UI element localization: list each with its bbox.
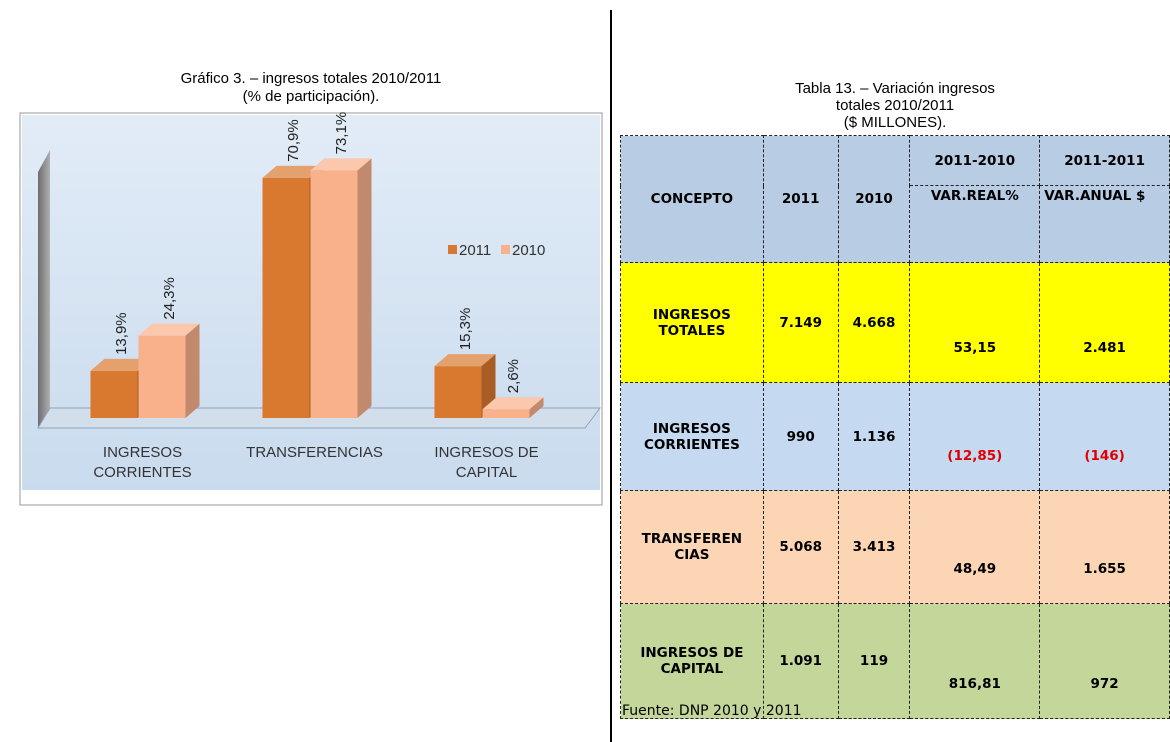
table-source: Fuente: DNP 2010 y 2011 <box>622 703 802 719</box>
header-cell: VAR.ANUAL $ <box>1039 185 1170 263</box>
bar-side-shade <box>529 397 544 418</box>
table-row: INGRESOS CORRIENTES 990 1.136 (12,85) (146) <box>620 382 1170 491</box>
table-cell: TRANSFEREN CIAS <box>620 490 764 604</box>
bar <box>262 177 310 418</box>
value-label: 70,9% <box>285 119 302 162</box>
header-cell: 2011-2011 <box>1039 135 1170 186</box>
bar-top <box>138 323 200 336</box>
table-subtitle: ($ MILLONES). <box>843 114 947 131</box>
table-cell: 1.655 <box>1039 490 1170 604</box>
table-heading: Tabla 13. – Variación ingresos totales 2… <box>700 80 1090 131</box>
chart-title: Gráfico 3. – ingresos totales 2010/2011 <box>180 70 442 87</box>
bar-top-light <box>262 165 324 178</box>
bar-side <box>529 397 544 418</box>
table-cell: (12,85) <box>909 382 1041 491</box>
table-cell: 53,15 <box>909 262 1041 383</box>
bar-top-light <box>482 397 544 410</box>
legend-label: 2011 <box>459 242 491 259</box>
value-label: 2,6% <box>505 359 522 393</box>
x-tick-label: TRANSFERENCIAS <box>246 444 383 461</box>
header-row: CONCEPTO 2011 2010 2011-2010 2011-2011 <box>620 135 1170 263</box>
table-cell: 1.091 <box>762 603 839 719</box>
header-cell: VAR.REAL% <box>909 185 1041 263</box>
table-cell: 119 <box>837 603 911 719</box>
table-row: TRANSFEREN CIAS 5.068 3.413 48,49 1.655 <box>620 490 1170 604</box>
bar-side-shade <box>185 323 200 418</box>
table-cell: 3.413 <box>837 490 911 604</box>
table-cell: INGRESOS DE CAPITAL <box>620 603 764 719</box>
table-title: Tabla 13. – Variación ingresos totales 2… <box>795 80 995 114</box>
table-cell: 1.136 <box>837 382 911 491</box>
bar-side <box>185 323 200 418</box>
x-tick-label: INGRESOS DE CAPITAL <box>434 444 539 481</box>
table-row: INGRESOS TOTALES 7.149 4.668 53,15 2.481 <box>620 262 1170 383</box>
header-cell: 2011-2010 <box>909 135 1041 186</box>
data-table: CONCEPTO 2011 2010 2011-2010 2011-2011 VAR.RE… <box>620 135 1170 719</box>
table-cell: (146) <box>1039 382 1170 491</box>
table-cell: 48,49 <box>909 490 1041 604</box>
table-cell: 990 <box>762 382 839 491</box>
bar-top <box>310 158 372 171</box>
table-cell: 5.068 <box>762 490 839 604</box>
bar-side-shade <box>357 158 372 418</box>
table-row: INGRESOS DE CAPITAL 1.091 119 816,81 972 <box>620 603 1170 719</box>
bar-top <box>482 397 544 410</box>
table-cell: INGRESOS TOTALES <box>620 262 764 383</box>
bar <box>310 170 358 418</box>
table-cell: 816,81 <box>909 603 1041 719</box>
value-label: 15,3% <box>457 308 474 351</box>
chart-wall <box>38 150 50 428</box>
table-cell: 7.149 <box>762 262 839 383</box>
bar-top <box>262 165 324 178</box>
bar <box>434 366 482 418</box>
table-cell: 2.481 <box>1039 262 1170 383</box>
bar-top-light <box>434 354 496 367</box>
legend-label: 2010 <box>512 242 545 259</box>
legend-swatch <box>501 245 510 254</box>
header-cell: CONCEPTO <box>620 135 764 263</box>
bar <box>138 335 186 418</box>
table-cell: INGRESOS CORRIENTES <box>620 382 764 491</box>
bar <box>482 409 530 418</box>
bar-top <box>90 358 152 371</box>
bar-top <box>434 354 496 367</box>
header-cell: 2010 <box>837 135 911 263</box>
x-tick-label: INGRESOS CORRIENTES <box>93 444 192 481</box>
bar-top-light <box>310 158 372 171</box>
bar-top-light <box>90 358 152 371</box>
bar <box>90 370 138 418</box>
table-body: CONCEPTO 2011 2010 2011-2010 2011-2011 VAR.RE… <box>620 135 1170 719</box>
chart-subtitle: (% de participación). <box>242 88 380 105</box>
bar-top-light <box>138 323 200 336</box>
value-label: 13,9% <box>113 312 130 355</box>
header-row: VAR.REAL% VAR.ANUAL $ <box>621 185 1170 263</box>
value-label: 73,1% <box>333 112 350 155</box>
legend-swatch <box>448 245 457 254</box>
header-cell: 2011 <box>762 135 839 263</box>
bar-side <box>357 158 372 418</box>
table-cell: 972 <box>1039 603 1170 719</box>
table-cell: 4.668 <box>837 262 911 383</box>
value-label: 24,3% <box>161 277 178 320</box>
